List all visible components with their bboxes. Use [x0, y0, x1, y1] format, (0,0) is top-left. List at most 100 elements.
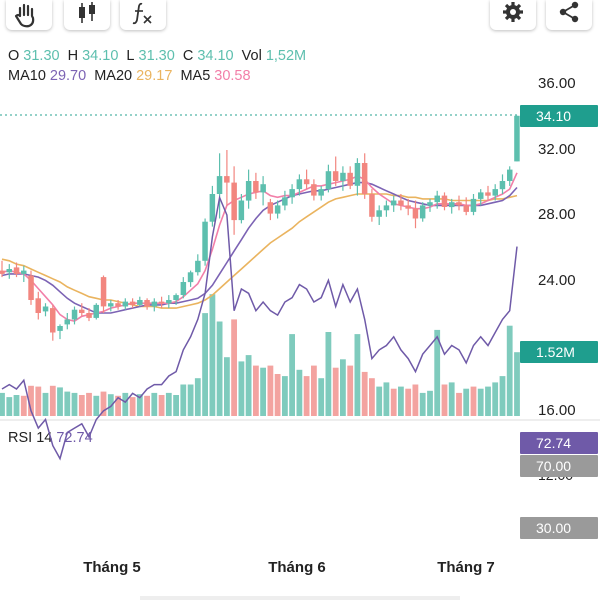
candle-body: [231, 182, 237, 221]
share-icon: [559, 1, 579, 23]
candle-body: [158, 301, 165, 304]
candle-body: [79, 309, 85, 313]
candle-body: [398, 200, 404, 206]
hand-pan-icon: [14, 3, 35, 28]
volume-bar: [296, 369, 303, 416]
candle-body: [369, 194, 375, 217]
candle-body: [86, 313, 92, 318]
gear-icon: [503, 2, 523, 22]
candle-body: [463, 205, 469, 212]
ma10-label: MA10: [8, 68, 46, 84]
volume-bar: [129, 397, 136, 416]
volume-bar: [28, 385, 34, 416]
volume-bar: [224, 357, 230, 416]
candle-body: [470, 198, 477, 212]
price-axis-tick: 36.00: [538, 75, 576, 92]
volume-bar: [209, 294, 216, 416]
volume-bar: [427, 390, 433, 416]
volume-bar: [260, 367, 266, 416]
volume-bar: [93, 395, 100, 416]
open-value: 31.30: [23, 48, 60, 64]
current-price-tag-text: 34.10: [536, 108, 571, 124]
open-label: O: [8, 48, 20, 64]
volume-bar: [64, 391, 71, 416]
volume-bar: [267, 365, 274, 416]
volume-bar: [514, 352, 520, 416]
volume-bar: [20, 395, 27, 416]
indicators-button[interactable]: [120, 0, 166, 30]
candle-body: [224, 176, 230, 183]
volume-bar: [238, 361, 245, 416]
rsi-tag: [520, 432, 598, 454]
volume-bar: [151, 392, 158, 416]
volume-bar: [289, 334, 295, 416]
pan-hand-button[interactable]: [6, 0, 52, 30]
candle-body: [456, 202, 462, 206]
candle-body: [361, 163, 368, 194]
price-axis-tick: 16.00: [538, 402, 576, 419]
volume-bar: [499, 376, 506, 416]
volume-tag-text: 1.52M: [536, 344, 575, 360]
volume-bar: [194, 378, 201, 416]
candle-body: [187, 272, 194, 283]
candle-body: [441, 195, 448, 207]
volume-bar: [158, 395, 165, 416]
candle-body: [100, 277, 107, 307]
time-axis-label: Tháng 5: [83, 559, 141, 576]
candle-body: [35, 298, 41, 313]
close-value: 34.10: [197, 48, 234, 64]
price-axis-tick: 24.00: [538, 272, 576, 289]
volume-bar: [136, 394, 143, 416]
volume-bar: [180, 384, 187, 416]
candle-body: [0, 270, 5, 274]
candlestick-icon: [79, 2, 95, 23]
candle-body: [209, 194, 216, 222]
volume-label: Vol: [241, 48, 262, 64]
volume-bar: [86, 392, 92, 416]
candle-body: [289, 189, 295, 198]
volume-bar: [383, 382, 390, 416]
ma5-line: [1, 172, 518, 322]
ma10-value: 29.70: [49, 68, 87, 84]
candle-body: [166, 300, 172, 304]
ma5-label: MA5: [180, 68, 211, 84]
candle-body: [42, 306, 49, 312]
volume-bar: [78, 395, 85, 416]
candle-body: [253, 181, 259, 193]
candle-body: [173, 295, 179, 300]
volume-bar: [71, 392, 78, 416]
settings-button[interactable]: [490, 0, 536, 30]
candle-body: [64, 319, 70, 325]
volume-value: 1,52M: [265, 48, 307, 64]
candle-body: [412, 208, 419, 219]
candle-body: [274, 205, 281, 214]
candle-body: [390, 200, 397, 206]
close-label: C: [182, 48, 194, 64]
low-label: L: [126, 48, 135, 64]
candle-body: [13, 267, 20, 274]
volume-bar: [398, 386, 404, 416]
high-value: 34.10: [82, 48, 119, 64]
candle-body: [238, 200, 245, 221]
ma5-value: 30.58: [214, 68, 251, 84]
price-axis-tick: 28.00: [538, 206, 576, 223]
rsi-name: RSI 14: [8, 430, 53, 446]
candle-body: [129, 301, 136, 305]
volume-bar: [13, 395, 20, 416]
candle-body: [115, 303, 121, 307]
volume-bar: [456, 392, 462, 416]
share-button[interactable]: [546, 0, 592, 30]
volume-bar: [405, 388, 412, 416]
volume-bar: [49, 385, 56, 416]
volume-bar: [441, 384, 448, 416]
candle-body: [514, 115, 520, 162]
candle-body: [260, 184, 266, 193]
chart-type-button[interactable]: [64, 0, 110, 30]
volume-bar: [187, 384, 194, 416]
volume-bar: [274, 374, 281, 416]
volume-bar: [390, 388, 397, 416]
candle-body: [93, 304, 99, 318]
volume-bar: [303, 376, 310, 416]
